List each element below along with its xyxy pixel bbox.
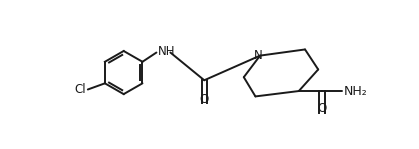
Text: Cl: Cl	[75, 83, 86, 96]
Text: NH₂: NH₂	[344, 84, 367, 98]
Text: O: O	[318, 102, 327, 115]
Text: N: N	[253, 49, 262, 62]
Text: NH: NH	[158, 45, 176, 58]
Text: O: O	[199, 93, 209, 106]
